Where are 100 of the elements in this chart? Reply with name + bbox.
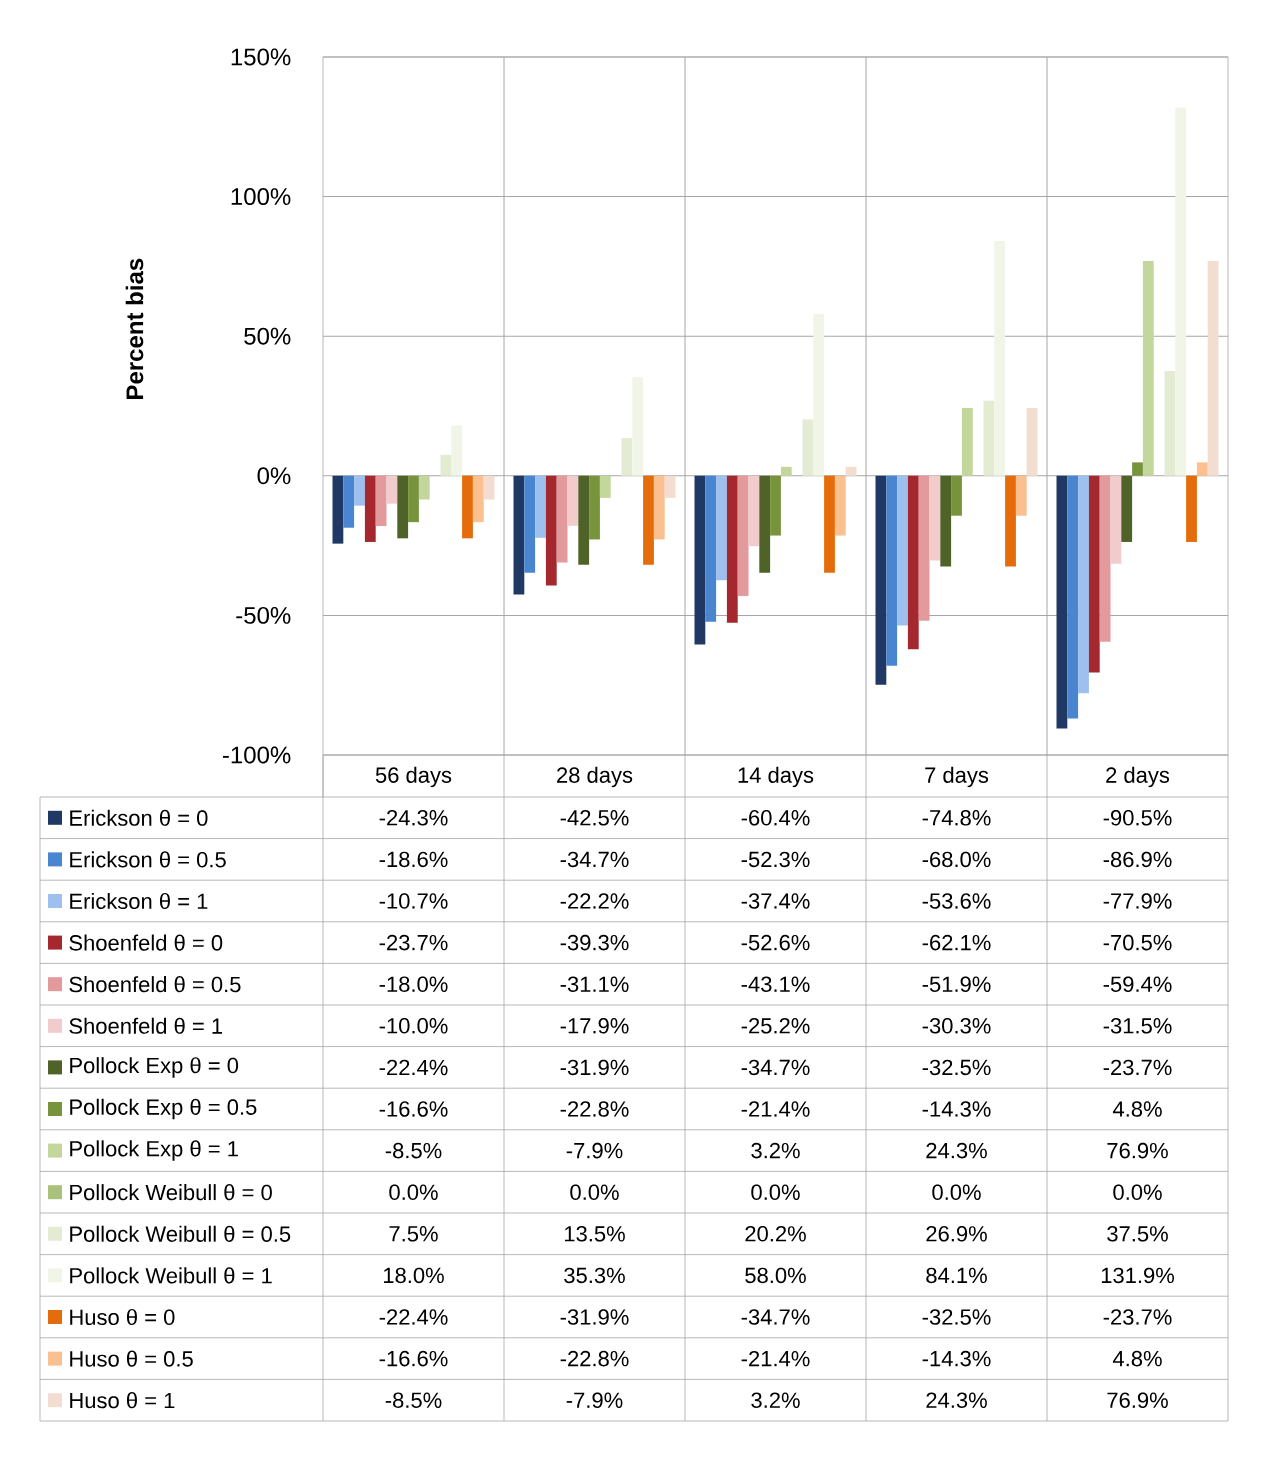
data-label: 37.5% <box>1107 1226 1168 1242</box>
data-label: -23.7% <box>1103 1059 1172 1076</box>
data-label: -23.7% <box>1103 1309 1172 1325</box>
bar <box>1110 475 1122 564</box>
bar <box>834 475 846 536</box>
x-tick-label: 7 days <box>925 766 989 788</box>
legend-label: Pollock Exp θ = 0 <box>70 1057 239 1078</box>
bar <box>1005 475 1016 567</box>
data-label: -24.3% <box>379 810 448 826</box>
bar <box>951 475 962 516</box>
bar <box>332 475 344 544</box>
data-label: -62.1% <box>922 934 991 951</box>
data-label: -23.7% <box>379 934 448 951</box>
y-tick-label: -50% <box>236 606 291 624</box>
data-label: 24.3% <box>926 1392 987 1408</box>
data-label: 4.8% <box>1112 1101 1162 1117</box>
data-label: -7.9% <box>566 1392 623 1408</box>
data-label: -22.2% <box>560 893 629 909</box>
bar <box>770 475 781 536</box>
data-label: 18.0% <box>383 1267 444 1284</box>
legend-label: Shoenfeld θ = 0 <box>69 934 223 951</box>
data-label: -21.4% <box>741 1350 810 1367</box>
bar <box>726 475 738 623</box>
data-label: -32.5% <box>922 1309 991 1325</box>
data-label: 4.8% <box>1112 1350 1162 1367</box>
bar <box>994 240 1006 476</box>
bar <box>418 475 430 500</box>
data-label: -70.5% <box>1103 934 1172 951</box>
y-tick-label: 100% <box>231 188 291 206</box>
bar <box>364 475 376 542</box>
data-label: -43.1% <box>741 976 810 992</box>
data-label: -22.8% <box>560 1350 629 1367</box>
bar <box>621 438 633 476</box>
data-label: -53.6% <box>922 893 991 909</box>
data-label: 26.9% <box>926 1226 987 1242</box>
bar <box>886 475 898 666</box>
data-label: -8.5% <box>385 1392 442 1408</box>
legend-label: Erickson θ = 0 <box>70 809 208 826</box>
data-label: 35.3% <box>564 1267 625 1284</box>
data-label: 3.2% <box>751 1142 800 1159</box>
bar <box>907 475 919 650</box>
data-label: 20.2% <box>745 1226 806 1242</box>
data-label: -10.0% <box>379 1018 448 1034</box>
data-label: 0.0% <box>751 1184 800 1200</box>
x-tick-label: 2 days <box>1106 766 1170 788</box>
bar <box>599 475 611 498</box>
legend-label: Pollock Exp θ = 1 <box>70 1140 238 1161</box>
x-tick-label: 28 days <box>557 766 633 788</box>
data-label: -34.7% <box>741 1059 810 1076</box>
data-label: -7.9% <box>566 1142 623 1159</box>
bar <box>940 475 952 567</box>
bar <box>1078 475 1089 694</box>
data-label: -86.9% <box>1103 851 1172 868</box>
data-label: -37.4% <box>741 893 810 909</box>
data-label: -16.6% <box>379 1101 448 1117</box>
data-label: -25.2% <box>741 1018 810 1034</box>
data-label: -90.5% <box>1103 810 1172 826</box>
data-label: 0.0% <box>389 1184 438 1200</box>
bar <box>1132 462 1143 476</box>
bar <box>748 475 760 547</box>
bar <box>1015 475 1027 516</box>
bar <box>1056 475 1068 729</box>
bar <box>556 475 568 563</box>
data-label: -17.9% <box>560 1018 629 1034</box>
y-tick-label: -100% <box>222 746 291 764</box>
data-label: -21.4% <box>741 1101 810 1117</box>
bar <box>1088 475 1100 673</box>
y-tick-label: 0% <box>257 467 291 485</box>
data-label: 76.9% <box>1107 1392 1168 1408</box>
data-label: 0.0% <box>1113 1184 1162 1200</box>
bar <box>983 400 995 476</box>
bar <box>1099 475 1111 642</box>
bar <box>653 475 665 540</box>
bar <box>961 407 973 476</box>
data-label: 131.9% <box>1101 1267 1175 1284</box>
legend-label: Erickson θ = 0.5 <box>70 851 226 868</box>
bar <box>780 466 792 476</box>
data-label: -77.9% <box>1103 893 1172 909</box>
data-label: -18.6% <box>379 851 448 868</box>
bar <box>567 475 579 526</box>
bar <box>845 466 857 476</box>
bar <box>664 475 676 498</box>
bar <box>929 475 941 561</box>
data-label: 13.5% <box>564 1226 625 1242</box>
bar <box>545 475 557 586</box>
y-tick-label: 150% <box>231 48 291 66</box>
legend-label: Pollock Weibull θ = 0 <box>70 1184 272 1201</box>
bar <box>694 475 706 645</box>
bar <box>875 475 887 685</box>
bar <box>737 475 749 597</box>
data-label: -22.8% <box>560 1101 629 1117</box>
bar <box>1067 475 1079 719</box>
data-label: -8.5% <box>385 1142 442 1159</box>
data-label: -74.8% <box>922 810 991 826</box>
bar <box>440 454 452 476</box>
legend-label: Pollock Exp θ = 0.5 <box>70 1098 257 1120</box>
legend-label: Shoenfeld θ = 1 <box>69 1017 223 1034</box>
data-label: -10.7% <box>379 893 448 909</box>
data-label: -34.7% <box>560 851 629 868</box>
data-label: 7.5% <box>389 1226 438 1242</box>
